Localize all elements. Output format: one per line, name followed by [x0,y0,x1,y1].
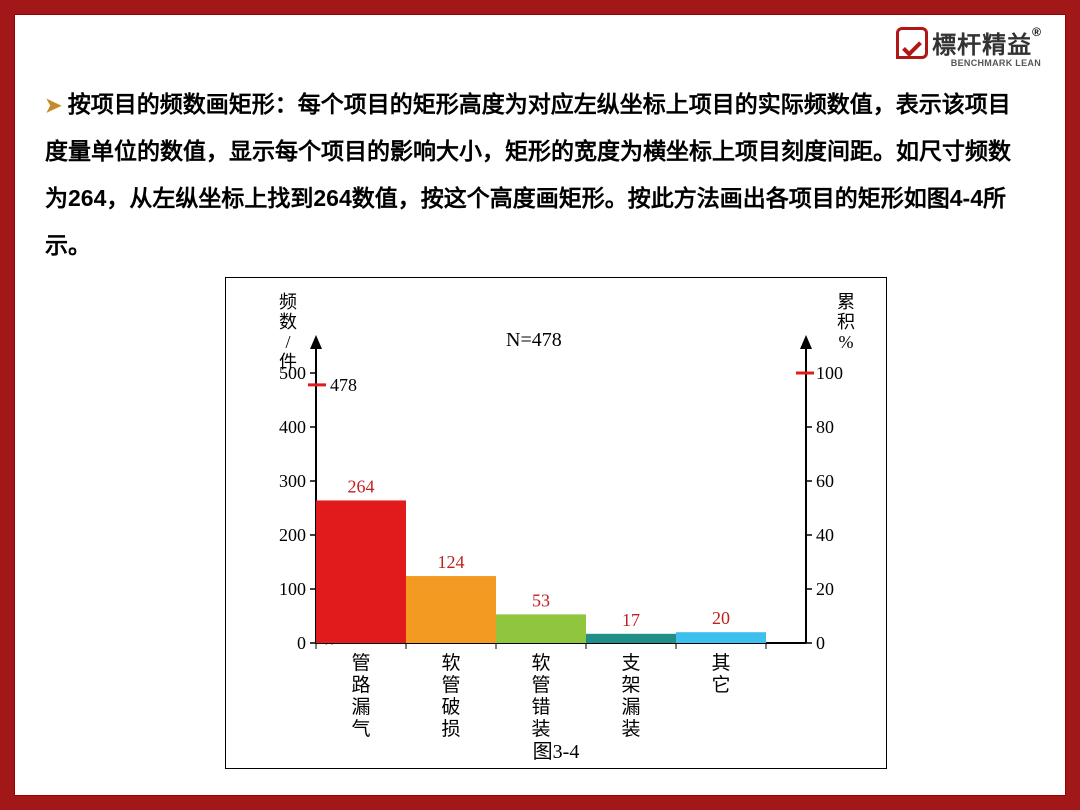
svg-text:17: 17 [622,610,640,630]
svg-text:它: 它 [711,674,730,696]
bullet-icon: ➤ [45,95,62,117]
svg-text:累: 累 [837,292,855,312]
svg-text:%: % [839,332,854,352]
svg-text:支: 支 [621,652,640,674]
svg-text:数: 数 [279,312,297,332]
svg-text:264: 264 [348,476,375,496]
logo-text-en: BENCHMARK LEAN [896,58,1041,68]
svg-text:管: 管 [351,652,370,674]
svg-text:管: 管 [531,674,550,696]
svg-text:0: 0 [816,633,825,653]
svg-text:300: 300 [279,471,306,491]
svg-text:478: 478 [330,375,357,395]
brand-logo: 標杆精益® BENCHMARK LEAN [896,25,1041,68]
svg-text:400: 400 [279,417,306,437]
svg-text:124: 124 [438,552,465,572]
svg-text:漏: 漏 [351,696,370,718]
svg-text:500: 500 [279,363,306,383]
pareto-chart: 频数/件累积%×0100200300400500478020406080100N… [225,277,887,769]
svg-text:100: 100 [816,363,843,383]
svg-text:60: 60 [816,471,834,491]
svg-text:200: 200 [279,525,306,545]
svg-text:路: 路 [351,674,370,696]
svg-text:频: 频 [279,292,297,312]
slide-frame: 標杆精益® BENCHMARK LEAN ➤按项目的频数画矩形：每个项目的矩形高… [14,14,1066,796]
svg-text:53: 53 [532,590,550,610]
paragraph-text: 按项目的频数画矩形：每个项目的矩形高度为对应左纵坐标上项目的实际频数值，表示该项… [45,91,1011,258]
chart-svg: 频数/件累积%×0100200300400500478020406080100N… [226,278,886,768]
svg-text:错: 错 [531,696,550,718]
svg-text:40: 40 [816,525,834,545]
svg-text:80: 80 [816,417,834,437]
svg-text:管: 管 [441,674,460,696]
svg-text:积: 积 [837,312,855,332]
svg-text:100: 100 [279,579,306,599]
svg-text:软: 软 [441,652,460,674]
svg-text:/: / [285,332,290,352]
svg-text:其: 其 [711,652,730,674]
svg-text:0: 0 [297,633,306,653]
svg-text:N=478: N=478 [506,329,562,351]
svg-text:架: 架 [621,674,640,696]
registered-icon: ® [1032,25,1041,39]
description-paragraph: ➤按项目的频数画矩形：每个项目的矩形高度为对应左纵坐标上项目的实际频数值，表示该… [45,81,1025,270]
svg-text:破: 破 [441,696,460,718]
svg-text:20: 20 [816,579,834,599]
svg-text:漏: 漏 [621,696,640,718]
svg-text:软: 软 [531,652,550,674]
svg-text:20: 20 [712,608,730,628]
chart-caption: 图3-4 [226,735,886,764]
logo-icon [896,27,928,59]
logo-text-cn: 標杆精益 [932,32,1032,59]
